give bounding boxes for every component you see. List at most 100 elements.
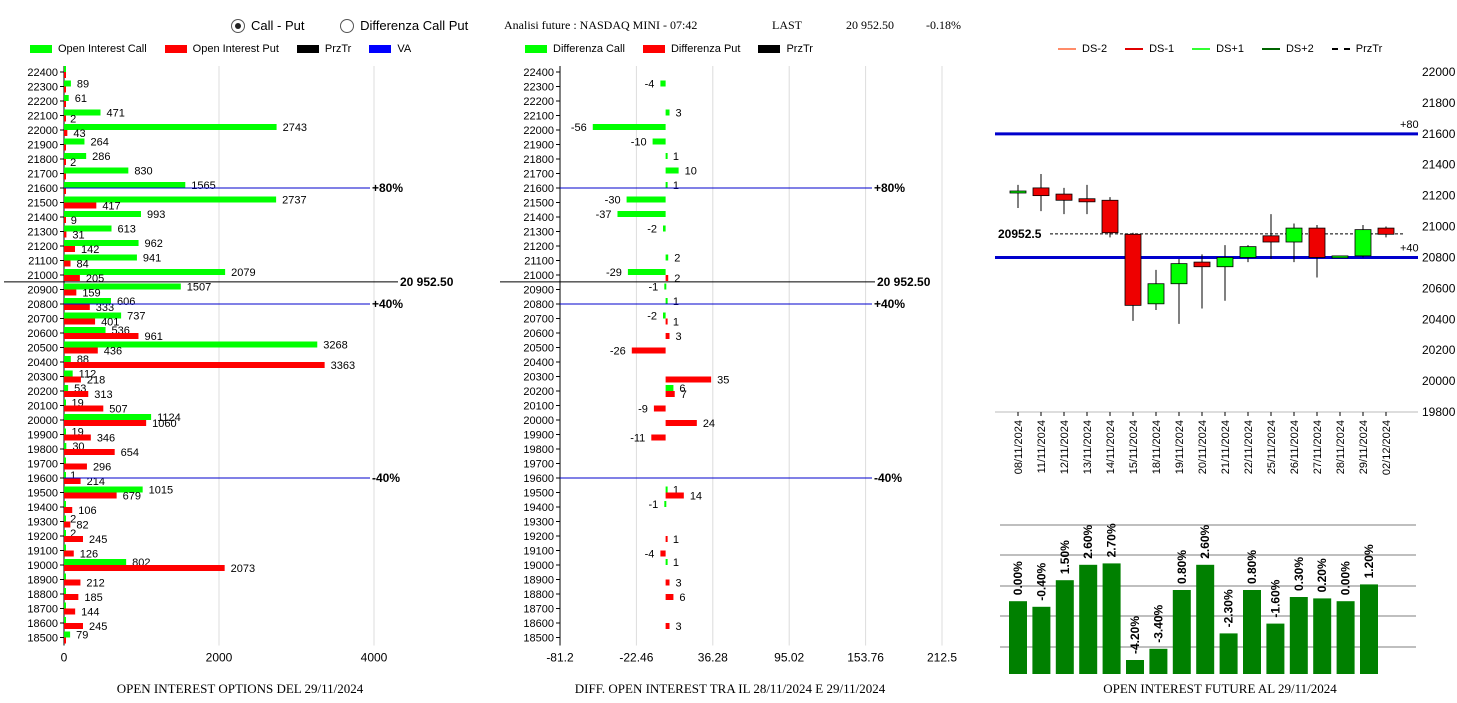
put-bar bbox=[665, 391, 675, 397]
y-tick-label: 21200 bbox=[27, 241, 58, 253]
candle-body bbox=[1308, 227, 1326, 258]
y-tick-label: 20600 bbox=[523, 328, 554, 340]
x-tick-label: 36.28 bbox=[698, 651, 728, 665]
y-tick-label: 21900 bbox=[523, 140, 554, 152]
y-tick-label: 18500 bbox=[523, 633, 554, 645]
legend-label: Differenza Put bbox=[670, 43, 741, 55]
oi-bar-label: 1.50% bbox=[1058, 540, 1072, 574]
put-bar bbox=[665, 594, 674, 600]
put-value-label: 144 bbox=[81, 607, 99, 619]
put-value-label: 185 bbox=[84, 592, 102, 604]
call-bar bbox=[665, 486, 668, 493]
radio-differenza[interactable]: Differenza Call Put bbox=[340, 18, 468, 33]
put-value-label: 159 bbox=[82, 288, 100, 300]
call-bar bbox=[592, 124, 666, 130]
legend-item: Differenza Call bbox=[525, 43, 625, 55]
call-value-label: 993 bbox=[147, 209, 165, 221]
radio-call-put[interactable]: Call - Put bbox=[231, 18, 304, 33]
marker-label: +40% bbox=[874, 297, 905, 311]
y-tick-label: 19400 bbox=[27, 502, 58, 514]
y-tick-label: 22400 bbox=[523, 67, 554, 79]
y-tick-label: 20800 bbox=[523, 299, 554, 311]
call-value-label: 2 bbox=[70, 514, 76, 526]
put-bar bbox=[665, 376, 712, 383]
y-tick-label: 21100 bbox=[524, 256, 554, 268]
call-value-label: 1124 bbox=[157, 412, 181, 424]
oi-bar-label: 0.30% bbox=[1292, 557, 1306, 591]
put-bar bbox=[64, 202, 97, 209]
call-bar bbox=[665, 298, 668, 304]
open-interest-options-chart: 0 2000 4000 22400 22300 22200 22100 22000 21900 2… bbox=[4, 66, 454, 665]
call-bar bbox=[64, 559, 127, 565]
y-tick-label: 21800 bbox=[523, 154, 554, 166]
y-tick-label: 21200 bbox=[523, 241, 554, 253]
call-value-label: 61 bbox=[75, 93, 87, 105]
y-tick-label: 21600 bbox=[1422, 127, 1456, 141]
call-bar bbox=[660, 80, 666, 87]
y-tick-label: 19500 bbox=[27, 488, 58, 500]
put-value-label: 436 bbox=[104, 346, 122, 358]
call-value-label: 962 bbox=[145, 238, 163, 250]
put-bar bbox=[64, 376, 81, 383]
oi-bar-label: 2.60% bbox=[1198, 524, 1212, 558]
call-bar bbox=[64, 385, 69, 391]
put-bar bbox=[64, 420, 147, 426]
x-tick-label: 08/11/2024 bbox=[1013, 420, 1025, 474]
put-bar bbox=[64, 594, 79, 600]
y-tick-label: 21400 bbox=[27, 212, 58, 224]
y-tick-label: 21800 bbox=[1422, 96, 1456, 110]
marker-label: +40% bbox=[372, 297, 403, 311]
call-value-label: -30 bbox=[605, 195, 621, 207]
candle-body bbox=[1170, 263, 1188, 285]
x-tick-label: 4000 bbox=[361, 651, 388, 665]
x-tick-label: 14/11/2024 bbox=[1105, 420, 1117, 474]
call-value-label: 1507 bbox=[187, 282, 211, 294]
oi-bar bbox=[1360, 584, 1378, 674]
oi-bar-label: -4.20% bbox=[1128, 616, 1142, 654]
call-bar bbox=[64, 80, 71, 87]
oi-bar-label: -1.60% bbox=[1268, 579, 1282, 617]
legend-label: PrzTr bbox=[324, 43, 352, 55]
put-value-label: 9 bbox=[71, 215, 77, 227]
legend-swatch bbox=[369, 45, 392, 53]
call-bar bbox=[64, 414, 152, 420]
header-title: Analisi future : NASDAQ MINI - 07:42 bbox=[504, 18, 698, 32]
put-value-label: 333 bbox=[96, 302, 114, 314]
legend-item: Open Interest Call bbox=[30, 43, 147, 55]
put-bar bbox=[64, 362, 325, 368]
legend-label: PrzTr bbox=[786, 43, 813, 55]
call-value-label: -29 bbox=[606, 267, 622, 279]
candle-body bbox=[1078, 198, 1096, 203]
y-tick-label: 20200 bbox=[27, 386, 58, 398]
y-tick-label: 19800 bbox=[523, 444, 554, 456]
y-tick-label: 22100 bbox=[27, 111, 58, 123]
legend-swatch bbox=[1261, 48, 1280, 50]
put-bar bbox=[64, 449, 115, 455]
call-bar bbox=[665, 559, 668, 565]
y-tick-label: 20300 bbox=[27, 372, 58, 384]
call-bar bbox=[64, 283, 181, 290]
put-value-label: 126 bbox=[80, 549, 98, 561]
price-label: 20952.5 bbox=[998, 227, 1042, 241]
oi-bar bbox=[1172, 590, 1191, 674]
y-tick-label: 21400 bbox=[1422, 158, 1456, 172]
y-tick-label: 20700 bbox=[523, 314, 554, 326]
put-value-label: 212 bbox=[86, 578, 104, 590]
put-bar bbox=[64, 275, 80, 281]
y-tick-label: 19200 bbox=[523, 531, 554, 543]
candle-body bbox=[1193, 261, 1211, 268]
y-tick-label: 22300 bbox=[523, 82, 554, 94]
put-bar bbox=[64, 434, 91, 441]
legend-swatch bbox=[642, 45, 665, 53]
call-value-label: 89 bbox=[77, 79, 89, 91]
x-tick-label: -81.2 bbox=[546, 651, 574, 665]
x-tick-label: 153.76 bbox=[847, 651, 884, 665]
y-tick-label: 19600 bbox=[27, 473, 58, 485]
toggle-group: Call - Put Differenza Call Put bbox=[231, 18, 468, 36]
call-bar bbox=[64, 443, 67, 449]
oi-bar-label: -0.40% bbox=[1034, 562, 1048, 600]
put-bar bbox=[64, 130, 68, 136]
call-bar bbox=[664, 501, 667, 507]
call-bar bbox=[64, 124, 277, 130]
future-candlestick-chart: 19800 20000 20200 20400 20600 20800 21000 21200… bbox=[995, 65, 1456, 475]
